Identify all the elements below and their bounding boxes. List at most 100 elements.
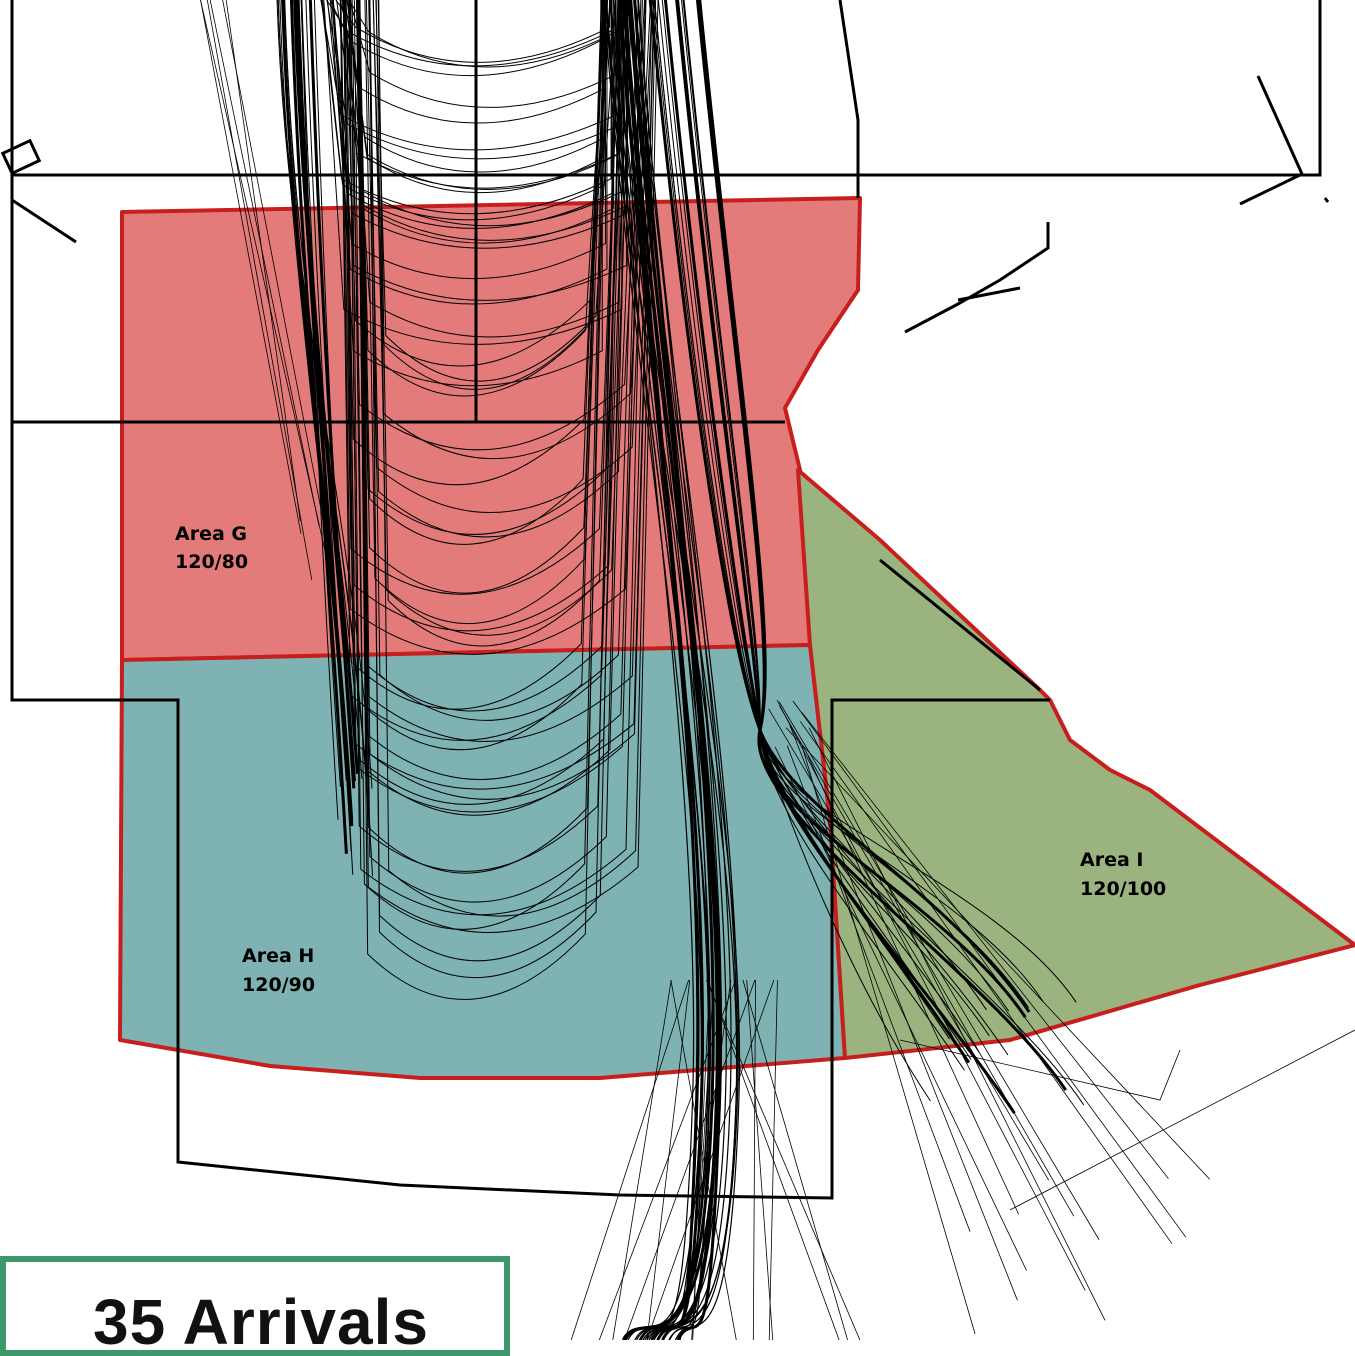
flight-track bbox=[209, 0, 320, 526]
flight-track bbox=[612, 979, 672, 1340]
flight-track bbox=[222, 0, 325, 528]
flight-track bbox=[332, 0, 628, 249]
flight-track bbox=[675, 0, 1016, 1115]
flight-track bbox=[621, 0, 720, 1340]
flight-track bbox=[648, 0, 1031, 1013]
flight-track bbox=[353, 0, 606, 930]
flight-track bbox=[670, 979, 737, 1340]
flight-track bbox=[369, 0, 621, 962]
title-box: 35 Arrivals bbox=[0, 1256, 510, 1356]
flight-track bbox=[664, 0, 1029, 1008]
flight-track bbox=[339, 0, 623, 741]
flight-track bbox=[321, 0, 612, 215]
page-title: 35 Arrivals bbox=[93, 1286, 429, 1356]
flight-track bbox=[331, 0, 607, 279]
flight-track bbox=[329, 0, 602, 76]
flight-track bbox=[277, 0, 373, 789]
flight-track bbox=[298, 0, 352, 852]
flight-track bbox=[368, 0, 639, 538]
flight-track bbox=[742, 979, 848, 1340]
area-i-name: Area I bbox=[1080, 849, 1143, 871]
flight-track bbox=[339, 0, 606, 124]
flight-track bbox=[322, 0, 606, 221]
flight-track bbox=[637, 0, 723, 1340]
flight-track bbox=[801, 711, 1169, 1179]
flight-track bbox=[691, 979, 715, 1340]
flight-track bbox=[305, 0, 350, 803]
flight-track bbox=[355, 0, 642, 780]
flight-track bbox=[326, 0, 623, 160]
flight-track bbox=[329, 0, 608, 305]
area-g-name: Area G bbox=[175, 523, 247, 545]
flight-track bbox=[359, 0, 655, 800]
flight-track bbox=[225, 0, 301, 522]
flight-track bbox=[801, 745, 976, 1334]
flight-track bbox=[375, 0, 617, 382]
flight-track bbox=[705, 979, 861, 1340]
flight-track bbox=[774, 746, 1028, 1271]
flight-track bbox=[807, 755, 1020, 1215]
flight-track bbox=[349, 0, 621, 108]
flight-track bbox=[346, 0, 604, 194]
flight-track bbox=[206, 0, 313, 580]
flight-tracks bbox=[200, 0, 1355, 1340]
flight-track bbox=[372, 0, 652, 460]
flight-track bbox=[344, 0, 606, 173]
flight-track bbox=[570, 979, 690, 1340]
flight-track bbox=[351, 0, 603, 751]
flight-track bbox=[786, 745, 971, 1232]
flight-track bbox=[646, 979, 691, 1340]
flight-track bbox=[359, 0, 604, 545]
flight-track bbox=[344, 0, 611, 367]
flight-track bbox=[326, 0, 613, 67]
flight-track bbox=[357, 0, 627, 535]
flight-track bbox=[776, 699, 1086, 1291]
flight-track bbox=[792, 700, 1187, 1238]
flight-track bbox=[341, 0, 615, 244]
flight-track bbox=[364, 0, 606, 625]
flight-track bbox=[778, 701, 1100, 1240]
flight-track bbox=[768, 708, 1050, 1181]
flight-track bbox=[707, 979, 840, 1340]
flight-track bbox=[342, 0, 602, 710]
area-h-values: 120/90 bbox=[242, 974, 315, 996]
flight-track bbox=[680, 979, 732, 1340]
flight-track bbox=[808, 727, 1106, 1321]
flight-track bbox=[342, 0, 605, 486]
flight-track bbox=[357, 0, 659, 933]
flight-track bbox=[372, 0, 611, 390]
flight-track bbox=[357, 0, 624, 712]
area-g-values: 120/80 bbox=[175, 551, 248, 573]
flight-track bbox=[332, 0, 627, 301]
flight-track bbox=[348, 0, 616, 68]
flight-track bbox=[617, 0, 700, 1340]
flight-track bbox=[785, 727, 1211, 1180]
flight-track bbox=[746, 979, 774, 1340]
flight-track bbox=[359, 0, 605, 594]
flight-track bbox=[323, 0, 623, 345]
flight-track bbox=[349, 0, 620, 338]
flight-track bbox=[346, 0, 619, 190]
area-i-values: 120/100 bbox=[1080, 878, 1166, 900]
flight-track bbox=[200, 0, 331, 573]
flight-track bbox=[344, 0, 655, 790]
sector-outlines bbox=[0, 0, 1330, 1200]
flight-track bbox=[375, 0, 633, 636]
flight-track bbox=[332, 0, 603, 387]
flight-track bbox=[598, 979, 737, 1340]
area-h-name: Area H bbox=[242, 945, 314, 967]
flight-track bbox=[345, 0, 643, 813]
flight-track bbox=[624, 979, 756, 1340]
flight-track bbox=[695, 0, 1027, 1019]
flight-track bbox=[752, 979, 756, 1340]
flight-track bbox=[348, 0, 619, 872]
flight-track bbox=[613, 0, 741, 1340]
flight-track bbox=[357, 0, 606, 397]
flight-track bbox=[377, 0, 620, 647]
flight-track bbox=[327, 0, 613, 229]
flight-track bbox=[357, 0, 653, 742]
flight-track bbox=[300, 0, 341, 787]
flight-track bbox=[348, 0, 625, 805]
flight-track bbox=[368, 0, 617, 979]
